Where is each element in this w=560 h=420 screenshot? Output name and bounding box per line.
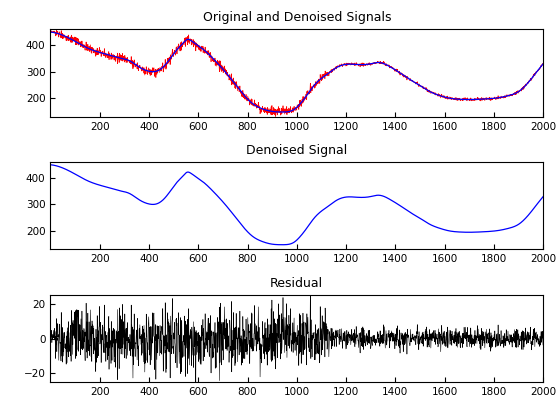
Title: Original and Denoised Signals: Original and Denoised Signals [203, 11, 391, 24]
Title: Residual: Residual [270, 276, 323, 289]
Title: Denoised Signal: Denoised Signal [246, 144, 347, 157]
